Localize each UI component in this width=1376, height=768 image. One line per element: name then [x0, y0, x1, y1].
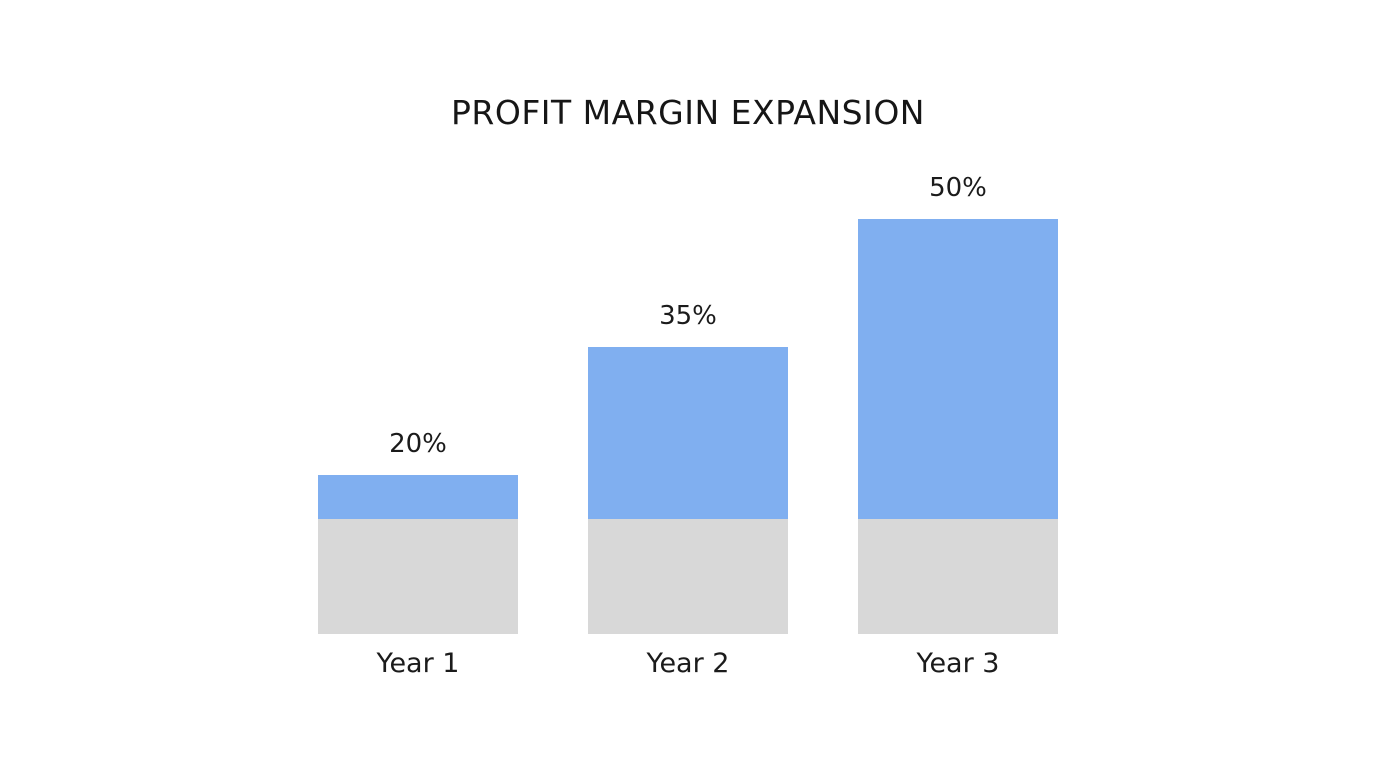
bar-value-segment [858, 219, 1058, 519]
x-axis-label: Year 2 [646, 648, 730, 679]
bar-value-segment [588, 347, 788, 519]
x-axis-label: Year 1 [376, 648, 460, 679]
bar-base-segment [318, 519, 518, 634]
bar-value-label: 35% [659, 301, 717, 331]
bar-value-label: 50% [929, 173, 987, 203]
bar-base-segment [858, 519, 1058, 634]
bar-value-label: 20% [389, 429, 447, 459]
x-axis-label: Year 3 [916, 648, 1000, 679]
bar-value-segment [318, 475, 518, 519]
bar-base-segment [588, 519, 788, 634]
chart-title: PROFIT MARGIN EXPANSION [451, 93, 925, 132]
